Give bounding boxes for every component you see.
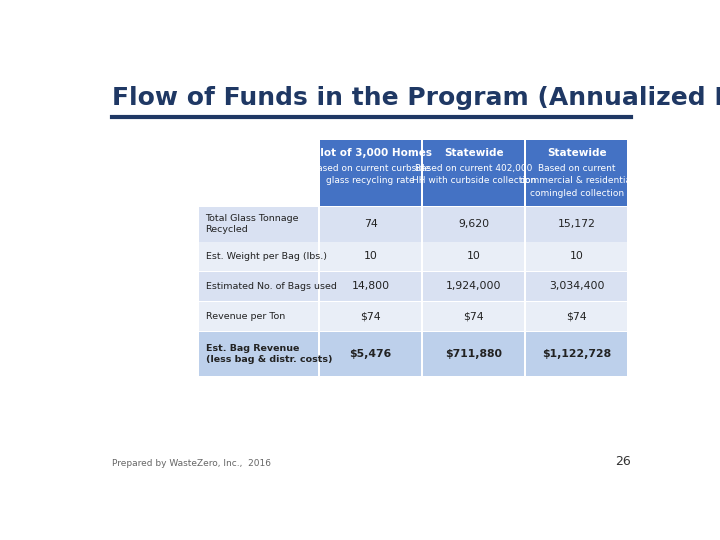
Bar bbox=[320, 207, 421, 241]
Bar bbox=[320, 272, 421, 301]
Bar bbox=[320, 332, 421, 376]
Bar bbox=[199, 302, 318, 332]
Text: Est. Weight per Bag (lbs.): Est. Weight per Bag (lbs.) bbox=[205, 252, 326, 261]
Bar bbox=[320, 242, 421, 272]
Bar bbox=[199, 272, 318, 301]
Text: Pilot of 3,000 Homes: Pilot of 3,000 Homes bbox=[309, 148, 432, 158]
Text: $711,880: $711,880 bbox=[445, 349, 503, 359]
Text: 10: 10 bbox=[364, 252, 377, 261]
Text: 1,924,000: 1,924,000 bbox=[446, 281, 502, 292]
Text: 3,034,400: 3,034,400 bbox=[549, 281, 605, 292]
Bar bbox=[320, 302, 421, 332]
Bar bbox=[423, 272, 524, 301]
Bar bbox=[199, 242, 318, 272]
Text: 10: 10 bbox=[467, 252, 481, 261]
Bar bbox=[526, 302, 627, 332]
Text: Statewide: Statewide bbox=[444, 148, 503, 158]
Bar bbox=[423, 207, 524, 241]
Text: $1,122,728: $1,122,728 bbox=[542, 349, 611, 359]
Text: Estimated No. of Bags used: Estimated No. of Bags used bbox=[205, 282, 336, 291]
Bar bbox=[320, 140, 421, 206]
Text: Total Glass Tonnage
Recycled: Total Glass Tonnage Recycled bbox=[205, 214, 299, 234]
Text: Based on current 402,000
HH with curbside collection: Based on current 402,000 HH with curbsid… bbox=[412, 164, 536, 185]
Text: 14,800: 14,800 bbox=[351, 281, 390, 292]
Text: $74: $74 bbox=[567, 312, 588, 321]
Text: Statewide: Statewide bbox=[547, 148, 607, 158]
Text: 15,172: 15,172 bbox=[558, 219, 596, 229]
Bar bbox=[526, 332, 627, 376]
Text: Based on current curbside
glass recycling rate: Based on current curbside glass recyclin… bbox=[311, 164, 431, 185]
Bar bbox=[526, 272, 627, 301]
Bar bbox=[423, 140, 524, 206]
Text: $74: $74 bbox=[464, 312, 484, 321]
Text: 9,620: 9,620 bbox=[458, 219, 490, 229]
Text: Revenue per Ton: Revenue per Ton bbox=[205, 312, 284, 321]
Text: Prepared by WasteZero, Inc.,  2016: Prepared by WasteZero, Inc., 2016 bbox=[112, 459, 271, 468]
Text: Flow of Funds in the Program (Annualized Revenue): Flow of Funds in the Program (Annualized… bbox=[112, 85, 720, 110]
Bar bbox=[199, 332, 318, 376]
Text: 26: 26 bbox=[616, 455, 631, 468]
Text: 10: 10 bbox=[570, 252, 584, 261]
Bar bbox=[199, 207, 318, 241]
Text: 74: 74 bbox=[364, 219, 377, 229]
Bar bbox=[526, 140, 627, 206]
Bar bbox=[526, 207, 627, 241]
Bar bbox=[526, 242, 627, 272]
Text: Based on current
commercial & residential
comingled collection: Based on current commercial & residentia… bbox=[520, 164, 634, 198]
Text: Est. Bag Revenue
(less bag & distr. costs): Est. Bag Revenue (less bag & distr. cost… bbox=[205, 344, 332, 364]
Bar bbox=[423, 332, 524, 376]
Bar bbox=[423, 302, 524, 332]
Text: $5,476: $5,476 bbox=[349, 349, 392, 359]
Text: $74: $74 bbox=[361, 312, 381, 321]
Bar bbox=[423, 242, 524, 272]
